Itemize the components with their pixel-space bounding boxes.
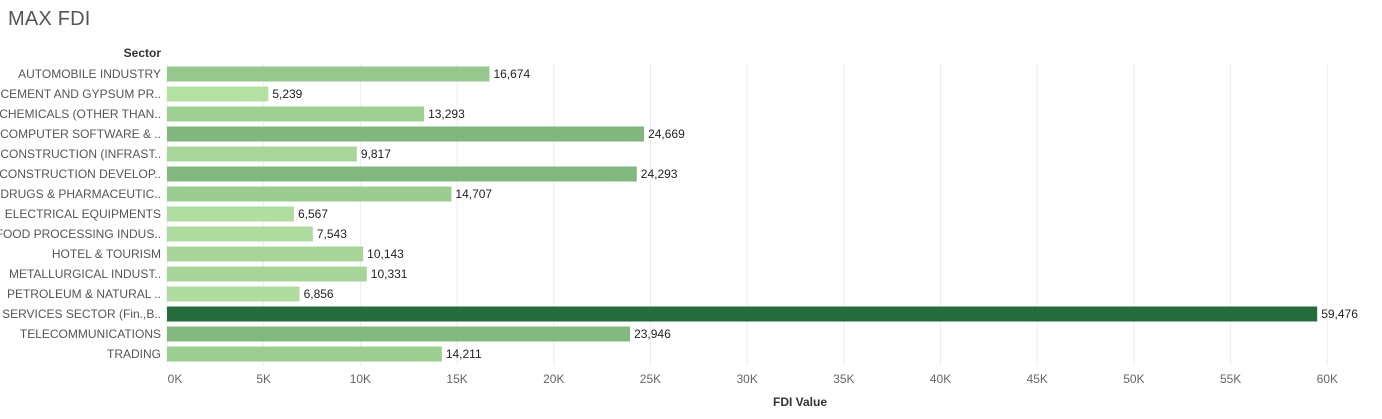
bar	[167, 206, 294, 222]
category-label: PETROLEUM & NATURAL ..	[7, 287, 161, 301]
data-label: 59,476	[1321, 307, 1358, 321]
category-label: TELECOMMUNICATIONS	[20, 327, 161, 341]
data-label: 13,293	[428, 107, 465, 121]
category-label: HOTEL & TOURISM	[52, 247, 161, 261]
bar	[167, 106, 425, 122]
category-label: COMPUTER SOFTWARE & ..	[0, 127, 161, 141]
bar	[167, 86, 269, 102]
bar	[167, 166, 637, 182]
data-label: 24,669	[648, 127, 685, 141]
category-label: AUTOMOBILE INDUSTRY	[18, 67, 161, 81]
category-label: ELECTRICAL EQUIPMENTS	[5, 207, 161, 221]
category-label: CONSTRUCTION DEVELOP..	[0, 167, 161, 181]
data-label: 24,293	[641, 167, 678, 181]
bar	[167, 266, 367, 282]
category-label: SERVICES SECTOR (Fin.,B..	[2, 307, 161, 321]
x-tick-label: 40K	[930, 372, 951, 386]
data-label: 14,707	[455, 187, 492, 201]
bar	[167, 126, 645, 142]
bar	[167, 186, 452, 202]
bar	[167, 146, 357, 162]
category-label: CONSTRUCTION (INFRAST..	[0, 147, 161, 161]
x-tick-label: 10K	[350, 372, 371, 386]
bar	[167, 226, 313, 242]
bar	[167, 66, 490, 82]
x-tick-label: 20K	[543, 372, 564, 386]
x-tick-label: 25K	[640, 372, 661, 386]
bar	[167, 346, 442, 362]
chart-title: MAX FDI	[8, 8, 91, 30]
data-label: 9,817	[361, 147, 391, 161]
category-label: FOOD PROCESSING INDUS..	[0, 227, 161, 241]
data-label: 6,856	[304, 287, 334, 301]
x-axis-title: FDI Value	[772, 395, 828, 409]
y-axis-title: Sector	[123, 46, 161, 60]
x-tick-label: 50K	[1123, 372, 1144, 386]
category-label: DRUGS & PHARMACEUTIC..	[0, 187, 161, 201]
x-tick-label: 60K	[1317, 372, 1338, 386]
bar	[167, 326, 631, 342]
category-label: CHEMICALS (OTHER THAN..	[0, 107, 161, 121]
x-tick-label: 5K	[256, 372, 271, 386]
data-label: 5,239	[272, 87, 302, 101]
x-tick-label: 0K	[168, 372, 183, 386]
data-label: 23,946	[634, 327, 671, 341]
category-label: METALLURGICAL INDUST..	[9, 267, 161, 281]
data-label: 16,674	[493, 67, 530, 81]
x-tick-label: 15K	[446, 372, 467, 386]
category-label: TRADING	[107, 347, 161, 361]
bar	[167, 286, 300, 302]
x-tick-label: 30K	[736, 372, 757, 386]
data-label: 14,211	[446, 347, 482, 361]
data-label: 10,143	[367, 247, 404, 261]
data-label: 6,567	[298, 207, 328, 221]
data-label: 10,331	[371, 267, 408, 281]
x-tick-label: 35K	[833, 372, 854, 386]
bar	[167, 306, 1318, 322]
x-tick-label: 55K	[1220, 372, 1241, 386]
category-label: CEMENT AND GYPSUM PR..	[1, 87, 161, 101]
bar	[167, 246, 364, 262]
data-label: 7,543	[317, 227, 347, 241]
x-tick-label: 45K	[1027, 372, 1048, 386]
